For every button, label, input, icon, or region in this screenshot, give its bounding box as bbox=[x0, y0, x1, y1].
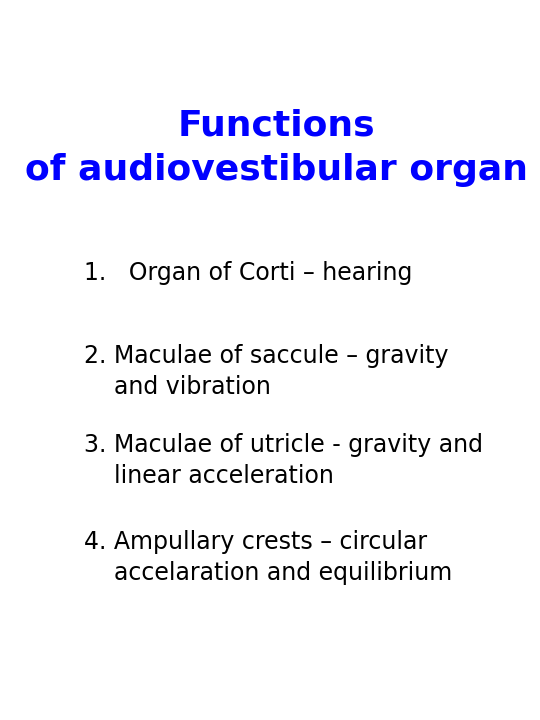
Text: Functions
of audiovestibular organ: Functions of audiovestibular organ bbox=[25, 109, 528, 187]
Text: 4. Ampullary crests – circular
    accelaration and equilibrium: 4. Ampullary crests – circular accelarat… bbox=[84, 530, 453, 585]
Text: 1.   Organ of Corti – hearing: 1. Organ of Corti – hearing bbox=[84, 261, 413, 285]
Text: 2. Maculae of saccule – gravity
    and vibration: 2. Maculae of saccule – gravity and vibr… bbox=[84, 344, 449, 399]
Text: 3. Maculae of utricle - gravity and
    linear acceleration: 3. Maculae of utricle - gravity and line… bbox=[84, 433, 483, 487]
